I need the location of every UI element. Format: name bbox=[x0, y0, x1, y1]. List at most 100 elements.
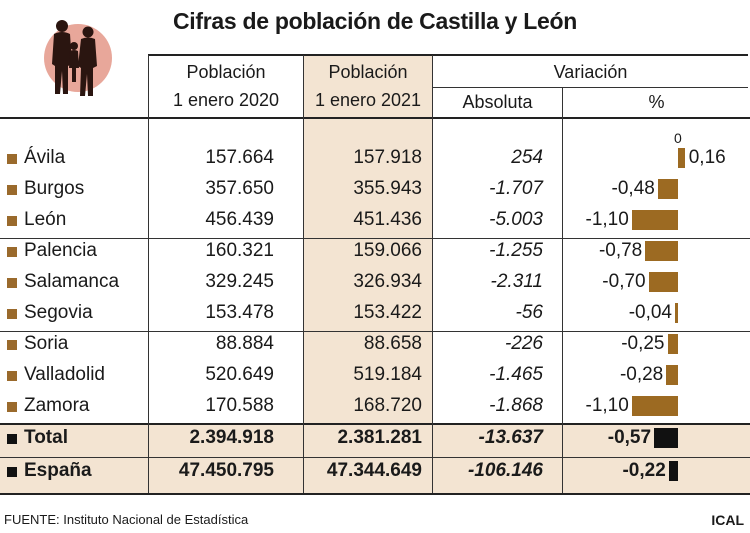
header-top-rule bbox=[148, 54, 748, 56]
group-rule-2 bbox=[0, 331, 750, 332]
percent-bar bbox=[648, 272, 678, 292]
col-divider-1 bbox=[148, 55, 149, 493]
value-2021: 451.436 bbox=[353, 209, 422, 230]
percent-label: -1,10 bbox=[585, 209, 629, 230]
row-marker bbox=[7, 434, 17, 444]
value-absolute: -1.707 bbox=[489, 178, 543, 199]
value-2020: 456.439 bbox=[205, 209, 274, 230]
row-marker bbox=[7, 185, 17, 195]
value-absolute: -5.003 bbox=[489, 209, 543, 230]
header-variacion: Variación bbox=[553, 62, 628, 82]
row-name: Valladolid bbox=[24, 364, 105, 385]
row-name: Palencia bbox=[24, 240, 97, 261]
percent-label: -0,48 bbox=[611, 178, 655, 199]
value-2020: 329.245 bbox=[205, 271, 274, 292]
percent-label: -1,10 bbox=[585, 395, 629, 416]
value-2020: 170.588 bbox=[205, 395, 274, 416]
row-marker bbox=[7, 309, 17, 319]
header-bottom-rule bbox=[0, 117, 750, 119]
row-marker bbox=[7, 247, 17, 257]
percent-label: -0,57 bbox=[607, 427, 652, 448]
value-2021: 88.658 bbox=[363, 333, 422, 354]
percent-label: -0,22 bbox=[622, 460, 666, 481]
row-marker bbox=[7, 467, 17, 477]
value-2021: 168.720 bbox=[353, 395, 422, 416]
page-title: Cifras de población de Castilla y León bbox=[173, 8, 577, 34]
value-2020: 88.884 bbox=[215, 333, 274, 354]
percent-label: -0,25 bbox=[621, 333, 665, 354]
table-bottom-rule bbox=[0, 493, 750, 495]
subheader-rule bbox=[433, 87, 748, 88]
value-2020: 2.394.918 bbox=[189, 427, 274, 448]
value-absolute: -2.311 bbox=[490, 271, 543, 292]
value-2021: 355.943 bbox=[353, 178, 422, 199]
value-absolute: -56 bbox=[515, 302, 543, 323]
family-silhouette-icon bbox=[44, 20, 112, 96]
totals-top-rule bbox=[0, 423, 750, 425]
header-2021-line1: Población bbox=[328, 62, 408, 82]
percent-label: -0,70 bbox=[602, 271, 646, 292]
percent-label: -0,04 bbox=[628, 302, 672, 323]
column-highlight-2021 bbox=[303, 55, 432, 423]
value-absolute: 254 bbox=[511, 147, 543, 168]
value-2020: 153.478 bbox=[205, 302, 274, 323]
percent-bar bbox=[678, 148, 685, 168]
value-absolute: -106.146 bbox=[467, 460, 543, 481]
zero-axis-label: 0 bbox=[674, 130, 682, 146]
row-name: Total bbox=[24, 427, 68, 448]
value-2021: 2.381.281 bbox=[337, 427, 422, 448]
value-2021: 326.934 bbox=[353, 271, 422, 292]
value-2020: 357.650 bbox=[205, 178, 274, 199]
percent-bar bbox=[654, 428, 678, 448]
row-marker bbox=[7, 278, 17, 288]
row-name: Salamanca bbox=[24, 271, 120, 292]
percent-label: -0,78 bbox=[598, 240, 643, 261]
value-absolute: -1.255 bbox=[489, 240, 543, 261]
value-2020: 520.649 bbox=[205, 364, 274, 385]
col-divider-3 bbox=[432, 55, 433, 493]
value-2021: 47.344.649 bbox=[326, 460, 422, 481]
value-absolute: -1.465 bbox=[489, 364, 543, 385]
totals-band bbox=[0, 423, 750, 494]
row-name: Zamora bbox=[24, 395, 90, 416]
row-name: Segovia bbox=[24, 302, 93, 323]
value-2020: 47.450.795 bbox=[178, 460, 274, 481]
percent-bar bbox=[668, 461, 678, 481]
col-divider-4 bbox=[562, 88, 563, 493]
row-marker bbox=[7, 154, 17, 164]
row-name: León bbox=[24, 209, 67, 230]
row-marker bbox=[7, 371, 17, 381]
percent-bar bbox=[631, 396, 678, 416]
row-marker bbox=[7, 402, 17, 412]
value-2021: 159.066 bbox=[353, 240, 422, 261]
row-marker bbox=[7, 216, 17, 226]
row-marker bbox=[7, 340, 17, 350]
row-name: Ávila bbox=[24, 147, 66, 168]
source-note: FUENTE: Instituto Nacional de Estadístic… bbox=[4, 512, 249, 527]
percent-label: 0,16 bbox=[688, 147, 726, 168]
value-absolute: -1.868 bbox=[489, 395, 543, 416]
header-percent: % bbox=[648, 92, 665, 112]
totals-middle-rule bbox=[0, 457, 750, 458]
value-2021: 157.918 bbox=[353, 147, 422, 168]
percent-bar bbox=[645, 241, 678, 261]
value-absolute: -13.637 bbox=[478, 427, 543, 448]
header-2020-line2: 1 enero 2020 bbox=[172, 90, 280, 110]
value-2020: 160.321 bbox=[205, 240, 274, 261]
header-absoluta: Absoluta bbox=[462, 92, 533, 112]
percent-bar bbox=[657, 179, 678, 199]
value-absolute: -226 bbox=[504, 333, 543, 354]
row-name: España bbox=[24, 460, 92, 481]
value-2021: 519.184 bbox=[353, 364, 422, 385]
row-name: Soria bbox=[24, 333, 69, 354]
percent-bar bbox=[675, 303, 678, 323]
value-2020: 157.664 bbox=[205, 147, 274, 168]
group-rule-1 bbox=[0, 238, 750, 239]
percent-bar bbox=[667, 334, 678, 354]
credit: ICAL bbox=[711, 512, 744, 528]
value-2021: 153.422 bbox=[353, 302, 422, 323]
row-name: Burgos bbox=[24, 178, 85, 199]
percent-label: -0,28 bbox=[619, 364, 664, 385]
percent-bar bbox=[631, 210, 678, 230]
percent-bar bbox=[666, 365, 678, 385]
